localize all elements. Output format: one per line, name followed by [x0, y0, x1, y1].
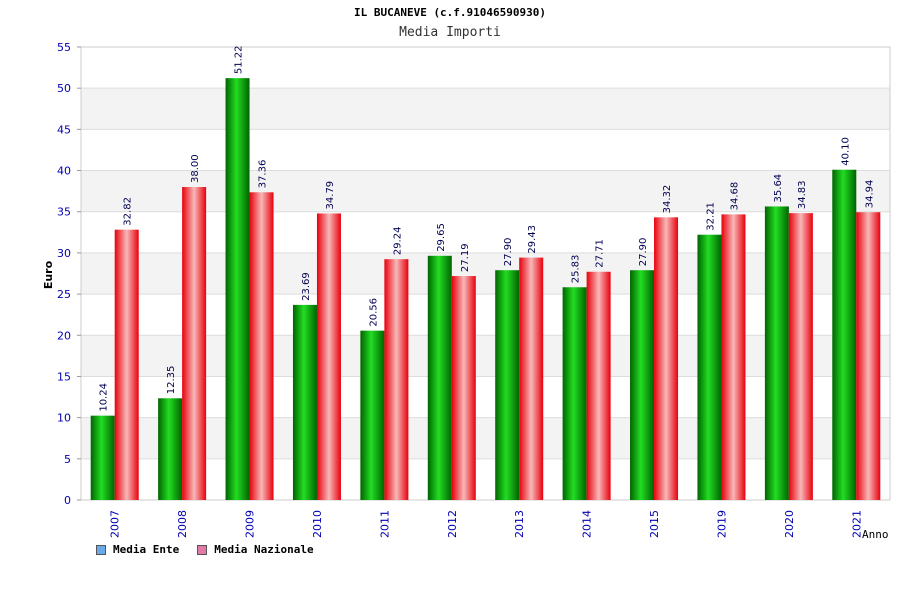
chart-title: IL BUCANEVE (c.f.91046590930)	[353, 6, 547, 19]
data-label: 34.79	[325, 181, 336, 210]
bar-media-ente	[764, 206, 789, 500]
x-tick-label: 2007	[109, 510, 122, 538]
y-tick-label: 20	[57, 329, 71, 342]
y-tick-label: 40	[57, 165, 71, 178]
x-tick-label: 2008	[176, 510, 189, 538]
y-tick-label: 5	[64, 453, 71, 466]
data-label: 37.36	[258, 160, 269, 189]
bar-media-nazionale	[182, 187, 207, 500]
data-label: 34.83	[797, 180, 808, 209]
data-label: 12.35	[166, 366, 177, 395]
bar-media-ente	[832, 169, 857, 501]
data-label: 20.56	[368, 298, 379, 327]
bar-media-ente	[697, 234, 722, 500]
data-label: 29.65	[436, 223, 447, 252]
bar-media-nazionale	[654, 217, 679, 500]
bar-media-nazionale	[721, 214, 746, 500]
y-tick-label: 0	[64, 494, 71, 507]
data-label: 35.64	[773, 174, 784, 203]
bar-media-ente	[158, 398, 183, 500]
chart-subtitle: Media Importi	[399, 25, 501, 40]
y-tick-label: 35	[57, 206, 71, 219]
data-label: 25.83	[571, 255, 582, 284]
bar-media-nazionale	[519, 257, 544, 500]
data-label: 27.19	[460, 243, 471, 272]
data-label: 32.21	[705, 202, 716, 231]
bar-media-nazionale	[316, 213, 341, 500]
data-label: 29.43	[527, 225, 538, 254]
plot-frame	[80, 46, 891, 501]
bar-media-ente	[225, 78, 250, 500]
legend-label-nazionale: Media Nazionale	[214, 543, 314, 556]
x-axis-label: Anno	[862, 528, 889, 541]
legend-swatch-nazionale	[197, 544, 208, 555]
legend-item-nazionale: Media Nazionale	[197, 543, 314, 556]
data-label: 27.71	[595, 239, 606, 268]
y-tick-label: 25	[57, 288, 71, 301]
y-axis-label: Euro	[42, 260, 55, 289]
bar-media-nazionale	[856, 212, 881, 501]
bar-media-ente	[495, 270, 520, 500]
y-tick-label: 15	[57, 370, 71, 383]
data-label: 38.00	[190, 154, 201, 183]
bar-media-ente	[360, 330, 385, 500]
x-tick-label: 2019	[715, 510, 728, 538]
grid-band	[81, 88, 890, 130]
y-tick-label: 55	[57, 41, 71, 54]
x-tick-label: 2012	[446, 510, 459, 538]
bar-media-ente	[630, 270, 655, 500]
y-tick-label: 10	[57, 412, 71, 425]
y-tick-label: 45	[57, 123, 71, 136]
bar-media-ente	[90, 415, 115, 500]
legend-swatch-ente	[96, 544, 106, 555]
grid-band	[81, 170, 890, 212]
data-label: 27.90	[638, 238, 649, 267]
grid-band	[81, 335, 890, 377]
x-tick-label: 2011	[378, 510, 391, 538]
x-tick-label: 2020	[783, 510, 796, 538]
data-label: 34.32	[662, 185, 673, 214]
bar-media-ente	[562, 287, 587, 500]
bar-media-nazionale	[114, 229, 139, 500]
y-tick-label: 50	[57, 82, 71, 95]
data-label: 34.94	[864, 180, 875, 209]
data-label: 34.68	[729, 182, 740, 211]
grid-band	[81, 417, 890, 459]
grid-band	[81, 252, 890, 295]
data-label: 32.82	[123, 197, 134, 226]
data-label: 29.24	[392, 227, 403, 256]
data-label: 10.24	[99, 383, 110, 412]
bar-media-nazionale	[451, 276, 476, 500]
legend-item-ente: Media Ente	[96, 543, 179, 556]
bar-media-nazionale	[249, 192, 274, 500]
data-label: 23.69	[301, 272, 312, 301]
x-tick-label: 2015	[648, 510, 661, 538]
data-label: 40.10	[840, 137, 851, 166]
bar-media-nazionale	[788, 213, 813, 501]
x-tick-label: 2014	[581, 510, 594, 538]
y-tick-label: 30	[57, 247, 71, 260]
bar-media-ente	[427, 255, 452, 500]
x-tick-label: 2009	[244, 510, 257, 538]
bar-media-ente	[292, 304, 317, 500]
data-label: 27.90	[503, 238, 514, 267]
x-tick-label: 2010	[311, 510, 324, 538]
x-tick-label: 2013	[513, 510, 526, 538]
bar-media-nazionale	[586, 271, 611, 500]
x-tick-label: 2021	[850, 510, 863, 538]
legend-label-ente: Media Ente	[113, 543, 180, 556]
legend: Media Ente Media Nazionale	[96, 543, 314, 556]
data-label: 51.22	[234, 45, 245, 74]
bar-media-nazionale	[384, 259, 409, 500]
